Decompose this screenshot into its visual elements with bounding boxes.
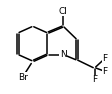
Text: F: F xyxy=(102,54,107,63)
Text: F: F xyxy=(102,67,107,76)
Text: N: N xyxy=(59,50,66,59)
Text: F: F xyxy=(92,75,97,84)
Text: Cl: Cl xyxy=(58,7,67,16)
Text: Br: Br xyxy=(17,73,27,82)
